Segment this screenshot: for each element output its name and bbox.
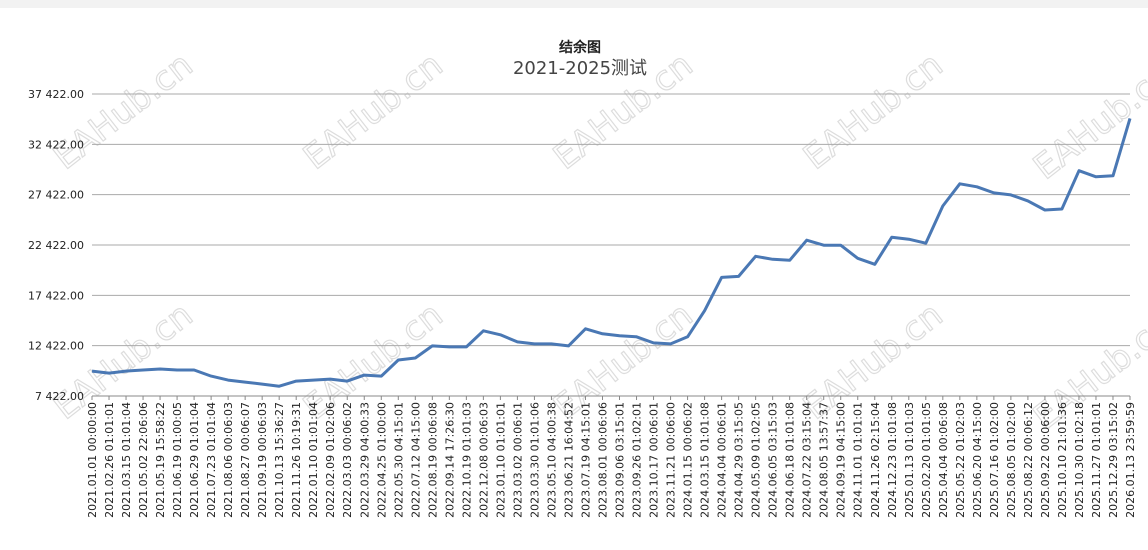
watermarks: EAHub.cn EAHub.cn EAHub.cn EAHub.cn EAHub.cn… [46,44,1148,438]
watermark: EAHub.cn [46,45,200,178]
x-tick-label: 2023.01.10 01:01:01 [494,402,507,518]
x-tick-label: 2024.03.15 01:01:08 [699,402,712,518]
x-tick-label: 2025.10.10 21:01:36 [1056,402,1069,518]
x-tick-label: 2024.08.05 13:57:37 [818,402,831,518]
x-tick-label: 2023.03.30 01:01:06 [528,402,541,518]
x-tick-label: 2023.03.02 00:06:01 [511,402,524,518]
x-tick-label: 2022.12.08 00:06:03 [477,402,490,518]
x-tick-label: 2025.08.05 01:02:00 [1005,402,1018,518]
y-tick-label: 27 422.00 [28,189,84,202]
x-tick-label: 2023.07.19 04:15:01 [579,402,592,518]
x-tick-label: 2024.12.23 01:01:08 [886,402,899,518]
x-tick-label: 2024.05.09 01:02:05 [750,402,763,518]
x-tick-label: 2022.02.09 01:02:06 [324,402,337,518]
x-tick-label: 2022.09.14 17:26:30 [443,402,456,518]
x-tick-label: 2021.05.19 15:58:22 [154,402,167,518]
x-tick-label: 2025.09.22 00:06:00 [1039,402,1052,518]
x-tick-label: 2021.07.23 01:01:04 [205,402,218,518]
x-tick-label: 2025.04.04 00:06:08 [937,402,950,518]
x-tick-label: 2022.10.19 01:01:03 [460,402,473,518]
x-tick-label: 2022.03.29 04:00:33 [358,402,371,518]
balance-line [91,117,1132,388]
x-tick-label: 2024.06.05 03:15:03 [767,402,780,518]
x-tick-label: 2021.01.01 00:00:00 [86,402,99,518]
chart-title: 结余图 [559,39,601,56]
x-tick-label: 2026.01.13 23:59:59 [1124,402,1137,518]
x-tick-label: 2025.07.16 01:02:00 [988,402,1001,518]
x-tick-label: 2025.06.20 04:15:00 [971,402,984,518]
x-tick-label: 2025.10.30 01:02:18 [1073,402,1086,518]
x-tick-label: 2025.02.20 01:01:05 [920,402,933,518]
y-tick-label: 12 422.00 [28,340,84,353]
x-tick-label: 2021.03.15 01:01:04 [120,402,133,518]
x-tick-label: 2022.03.03 00:06:02 [341,402,354,518]
x-tick-label: 2025.01.13 01:01:03 [903,402,916,518]
x-tick-label: 2024.04.04 00:06:01 [716,402,729,518]
x-tick-label: 2025.05.22 01:02:03 [954,402,967,518]
x-tick-label: 2024.01.15 00:06:02 [682,402,695,518]
x-tick-label: 2022.08.19 00:06:08 [426,402,439,518]
x-tick-label: 2021.11.26 10:19:31 [290,402,303,518]
x-tick-label: 2021.08.06 00:06:03 [222,402,235,518]
x-tick-label: 2021.09.19 00:06:03 [256,402,269,518]
x-tick-label: 2021.02.26 01:01:01 [103,402,116,518]
y-tick-label: 32 422.00 [28,138,84,151]
watermark: EAHub.cn [296,45,450,178]
x-tick-label: 2021.10.13 15:36:27 [273,402,286,518]
x-tick-label: 2021.08.27 00:06:07 [239,402,252,518]
x-tick-label: 2023.11.21 00:06:00 [665,402,678,518]
x-tick-label: 2024.09.19 04:15:00 [835,402,848,518]
x-tick-label: 2025.11.27 01:01:01 [1090,402,1103,518]
x-tick-label: 2021.05.02 22:06:06 [137,402,150,518]
x-tick-label: 2022.01.10 01:01:04 [307,402,320,518]
x-tick-label: 2025.12.29 03:15:02 [1107,402,1120,518]
x-tick-label: 2023.10.17 00:06:01 [648,402,661,518]
top-band [0,0,1148,8]
x-tick-label: 2023.06.21 16:04:52 [562,402,575,518]
x-tick-label: 2024.11.01 01:01:01 [852,402,865,518]
x-tick-label: 2024.11.26 02:15:04 [869,402,882,518]
chart-subtitle: 2021-2025测试 [513,58,647,79]
y-tick-label: 7 422.00 [35,390,84,403]
x-tick-label: 2021.06.19 01:00:05 [171,402,184,518]
x-tick-label: 2025.08.22 00:06:12 [1022,402,1035,518]
y-tick-label: 17 422.00 [28,289,84,302]
watermark: EAHub.cn [796,45,950,178]
x-tick-label: 2023.09.06 03:15:01 [614,402,627,518]
x-tick-label: 2024.04.29 03:15:05 [733,402,746,518]
x-tick-label: 2021.06.29 01:01:04 [188,402,201,518]
y-tick-label: 22 422.00 [28,239,84,252]
x-tick-label: 2022.04.25 01:00:00 [375,402,388,518]
y-tick-label: 37 422.00 [28,88,84,101]
x-tick-label: 2023.05.10 04:00:38 [545,402,558,518]
x-tick-label: 2022.07.12 04:15:00 [409,402,422,518]
x-tick-label: 2024.06.18 01:01:08 [784,402,797,518]
x-tick-label: 2023.09.26 01:02:01 [631,402,644,518]
x-tick-label: 2024.07.22 03:15:04 [801,402,814,518]
x-tick-label: 2023.08.01 00:06:06 [596,402,609,518]
x-tick-label: 2022.05.30 04:15:01 [392,402,405,518]
